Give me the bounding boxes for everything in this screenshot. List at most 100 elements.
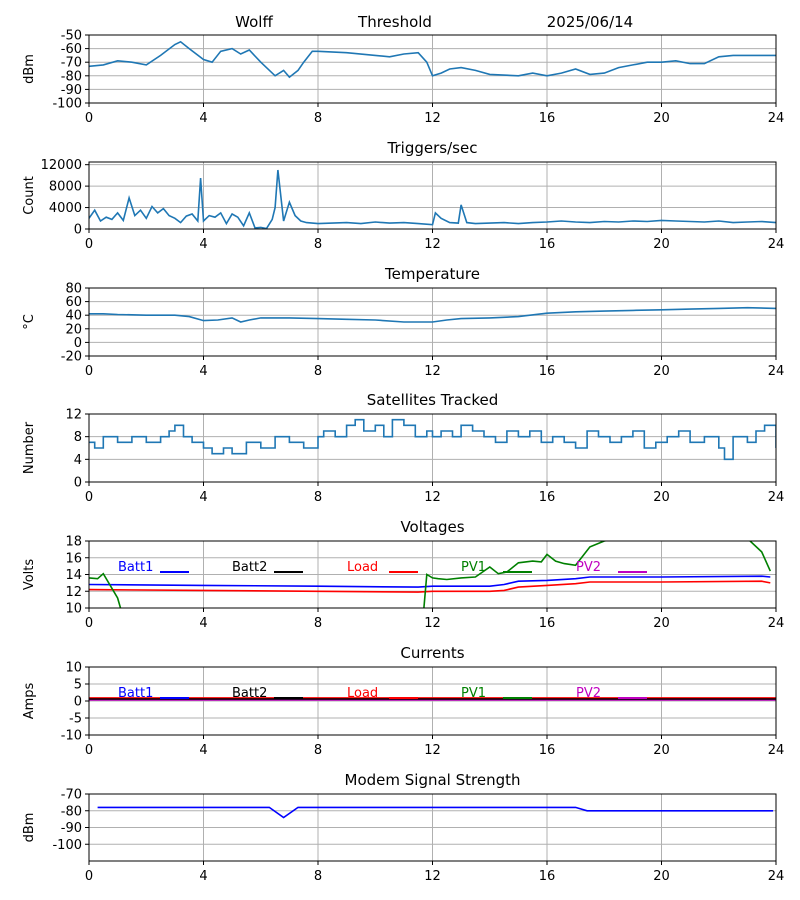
x-tick-label: 0 [85, 743, 93, 758]
y-tick-label: 12 [65, 408, 82, 423]
series-line-load [89, 580, 771, 593]
y-tick-label: -90 [61, 821, 82, 836]
y-tick-label: 4000 [49, 201, 82, 216]
y-tick-label: 0 [74, 223, 82, 238]
x-tick-label: 20 [653, 237, 670, 252]
y-tick-label: -80 [61, 69, 82, 84]
x-tick-label: 12 [424, 364, 441, 379]
panel-title: Temperature [384, 265, 480, 283]
y-axis-label: Count [22, 176, 37, 215]
y-tick-label: -70 [61, 788, 82, 803]
x-tick-label: 0 [85, 616, 93, 631]
x-tick-label: 12 [424, 237, 441, 252]
panel-currents: 0 4 8 12 16 20 24 -10 -5 0 5 10 Currents Amps Batt1 Bat… [22, 644, 784, 758]
y-tick-label: 0 [74, 695, 82, 710]
x-tick-label: 4 [199, 869, 207, 884]
x-tick-label: 16 [539, 616, 556, 631]
x-tick-label: 24 [768, 743, 785, 758]
x-tick-label: 20 [653, 111, 670, 126]
x-tick-label: 4 [199, 111, 207, 126]
series-line-signal-0 [89, 40, 776, 79]
legend-label-pv1: PV1 [461, 560, 486, 575]
y-tick-label: -70 [61, 56, 82, 71]
x-tick-label: 0 [85, 490, 93, 505]
header-mode: Threshold [357, 13, 432, 31]
legend-label-pv2: PV2 [576, 560, 601, 575]
y-tick-label: -100 [52, 97, 82, 112]
y-tick-label: 16 [65, 551, 82, 566]
y-tick-label: 5 [74, 678, 82, 693]
y-tick-label: -90 [61, 83, 82, 98]
x-tick-label: 4 [199, 490, 207, 505]
y-tick-label: -80 [61, 804, 82, 819]
y-tick-label: -10 [61, 729, 82, 744]
y-tick-label: 0 [74, 336, 82, 351]
x-tick-label: 0 [85, 364, 93, 379]
series-line-triggers-0 [89, 169, 776, 229]
x-tick-label: 24 [768, 869, 785, 884]
y-axis-label: Volts [22, 559, 37, 591]
y-tick-label: 8000 [49, 180, 82, 195]
y-tick-label: 14 [65, 568, 82, 583]
panel-title: Voltages [400, 518, 464, 536]
y-tick-label: 18 [65, 535, 82, 550]
legend-label-batt2: Batt2 [232, 686, 267, 701]
panel-satellites: 0 4 8 12 16 20 24 0 4 8 12 Satellites Tracked Number [22, 391, 784, 505]
x-tick-label: 0 [85, 111, 93, 126]
x-tick-label: 20 [653, 869, 670, 884]
y-tick-label: 8 [74, 430, 82, 445]
x-tick-label: 8 [314, 111, 322, 126]
y-axis-label: Number [22, 421, 37, 474]
panel-title: Modem Signal Strength [345, 771, 521, 789]
x-tick-label: 16 [539, 490, 556, 505]
x-tick-label: 24 [768, 364, 785, 379]
x-tick-label: 12 [424, 111, 441, 126]
header-date: 2025/06/14 [547, 13, 633, 31]
x-tick-label: 24 [768, 237, 785, 252]
x-tick-label: 8 [314, 237, 322, 252]
y-tick-label: -60 [61, 42, 82, 57]
x-tick-label: 16 [539, 364, 556, 379]
x-tick-label: 8 [314, 743, 322, 758]
header-station: Wolff [235, 13, 273, 31]
panel-title: Triggers/sec [387, 139, 478, 157]
x-tick-label: 4 [199, 743, 207, 758]
legend-label-load: Load [347, 560, 378, 575]
y-axis-label: Amps [22, 682, 37, 719]
panel-modem: 0 4 8 12 16 20 24 -100 -90 -80-70 Modem Signal Str… [22, 771, 784, 884]
y-tick-label: 12 [65, 585, 82, 600]
panel-signal: 0 4 8 12 16 20 24 -100-90-80-70-60-50 dBm [22, 29, 784, 127]
x-tick-label: 16 [539, 869, 556, 884]
x-tick-label: 12 [424, 616, 441, 631]
y-tick-label: 60 [65, 295, 82, 310]
x-tick-label: 8 [314, 616, 322, 631]
legend-label-pv2: PV2 [576, 686, 601, 701]
x-tick-label: 12 [424, 743, 441, 758]
y-axis-label: dBm [22, 813, 37, 843]
series-line-pv1 [89, 541, 772, 608]
y-tick-label: -20 [61, 350, 82, 365]
panel-title: Satellites Tracked [367, 391, 498, 409]
y-tick-label: 20 [65, 322, 82, 337]
x-tick-label: 8 [314, 869, 322, 884]
series-line-temperature-0 [89, 306, 776, 323]
x-tick-label: 16 [539, 743, 556, 758]
y-tick-label: 10 [65, 661, 82, 676]
legend-label-batt1: Batt1 [118, 686, 153, 701]
y-tick-label: -100 [52, 838, 82, 853]
x-tick-label: 4 [199, 364, 207, 379]
y-axis-label: °C [22, 314, 37, 330]
x-tick-label: 8 [314, 490, 322, 505]
x-tick-label: 16 [539, 111, 556, 126]
x-tick-label: 4 [199, 616, 207, 631]
series-line-satellites-0 [89, 418, 776, 461]
y-tick-label: 40 [65, 309, 82, 324]
y-tick-label: 12000 [41, 158, 82, 173]
x-tick-label: 20 [653, 364, 670, 379]
x-tick-label: 0 [85, 869, 93, 884]
x-tick-label: 8 [314, 364, 322, 379]
series-line-batt1 [89, 575, 771, 588]
x-tick-label: 24 [768, 490, 785, 505]
x-tick-label: 20 [653, 490, 670, 505]
